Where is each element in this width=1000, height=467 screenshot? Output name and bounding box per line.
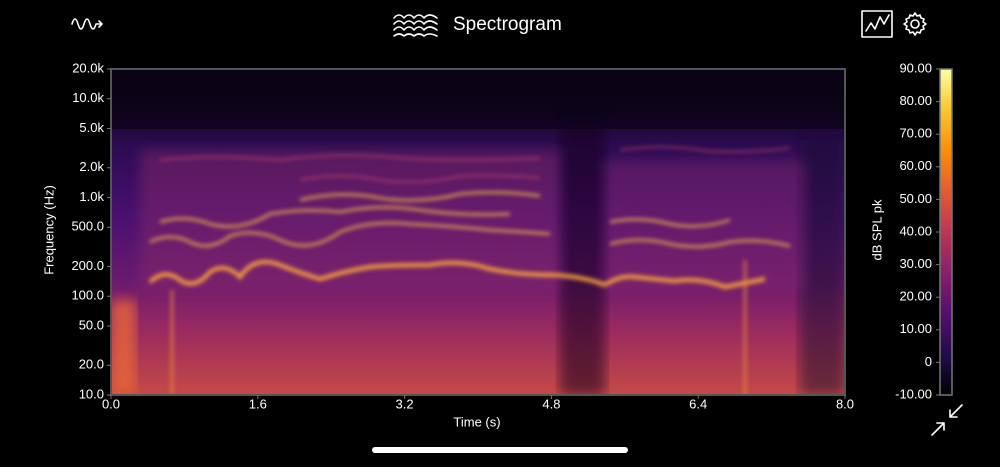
- y-tick-label: 50.0: [79, 317, 104, 332]
- y-tick-label: 100.0: [71, 288, 104, 303]
- colorbar-tick-label: -10.00: [895, 386, 932, 401]
- x-tick-label: 0.0: [102, 396, 120, 411]
- waveform-menu-icon[interactable]: [71, 18, 103, 30]
- colorbar-tick-label: 50.00: [899, 191, 932, 206]
- colorbar-tick-label: 0: [925, 354, 932, 369]
- colorbar-tick-label: 30.00: [899, 256, 932, 271]
- colorbar-tick-label: 80.00: [899, 93, 932, 108]
- y-tick-label: 20.0: [79, 357, 104, 372]
- x-tick-label: 4.8: [542, 396, 560, 411]
- settings-button[interactable]: [903, 12, 927, 36]
- colorbar-label: dB SPL pk: [869, 199, 884, 260]
- y-tick-label: 200.0: [71, 258, 104, 273]
- x-tick-label: 8.0: [836, 396, 854, 411]
- colorbar-tick-label: 40.00: [899, 223, 932, 238]
- chart-view-button[interactable]: [861, 10, 893, 38]
- collapse-button[interactable]: [931, 404, 963, 436]
- x-tick-label: 3.2: [396, 396, 414, 411]
- colorbar-tick-label: 70.00: [899, 126, 932, 141]
- colorbar-tick-label: 60.00: [899, 158, 932, 173]
- colorbar-tick-label: 10.00: [899, 321, 932, 336]
- spectrogram-image: [111, 69, 845, 395]
- colorbar-tick-label: 20.00: [899, 289, 932, 304]
- y-tick-label: 2.0k: [79, 159, 104, 174]
- y-tick-label: 1.0k: [79, 189, 104, 204]
- y-axis-label: Frequency (Hz): [41, 185, 56, 275]
- plot-frame: [110, 68, 846, 396]
- colorbar-tick-label: 90.00: [899, 60, 932, 75]
- y-tick-label: 500.0: [71, 219, 104, 234]
- x-axis-label: Time (s): [453, 414, 500, 429]
- y-tick-label: 5.0k: [79, 120, 104, 135]
- y-tick-label: 20.0k: [72, 60, 104, 75]
- app-title: Spectrogram: [453, 14, 562, 35]
- colorbar: [939, 68, 953, 396]
- y-tick-label: 10.0k: [72, 90, 104, 105]
- home-indicator[interactable]: [372, 447, 628, 453]
- x-tick-label: 6.4: [689, 396, 707, 411]
- x-tick-label: 1.6: [249, 396, 267, 411]
- y-tick-label: 10.0: [79, 386, 104, 401]
- spectrogram-icon: [393, 14, 438, 37]
